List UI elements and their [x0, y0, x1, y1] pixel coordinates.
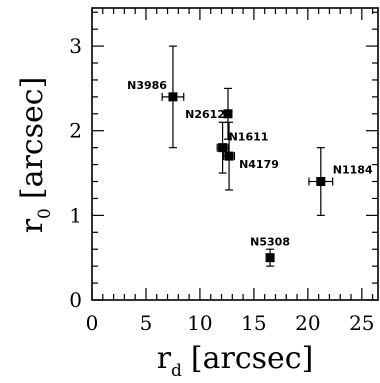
data-marker	[218, 143, 228, 153]
x-tick-label: 0	[86, 311, 99, 335]
point-label: N4179	[239, 158, 279, 171]
data-point-n2612: N2612	[185, 87, 233, 140]
data-point-n1611: N1611	[216, 121, 269, 174]
data-points: N3986 N2612 N1611 N4179 N1184 N5308	[127, 45, 373, 267]
point-label: N3986	[127, 79, 167, 92]
point-label: N5308	[250, 236, 290, 249]
data-marker	[224, 151, 234, 161]
data-marker	[223, 109, 233, 119]
x-tick-label: 10	[187, 311, 212, 335]
x-tick-label: 20	[295, 311, 320, 335]
data-point-n4179: N4179	[223, 121, 279, 191]
axis-tick-labels: 0 5 10 15 20 25 0 1 2 3	[69, 34, 374, 335]
y-tick-label: 0	[69, 288, 82, 312]
x-tick-label: 25	[349, 311, 374, 335]
data-marker	[168, 92, 178, 102]
y-tick-label: 1	[69, 203, 82, 227]
axis-ticks	[91, 8, 378, 301]
point-label: N2612	[185, 108, 225, 121]
point-label: N1184	[333, 164, 373, 177]
data-marker	[316, 177, 326, 187]
y-tick-label: 2	[69, 119, 82, 143]
y-tick-label: 3	[69, 34, 82, 58]
data-point-n5308: N5308	[250, 236, 290, 267]
x-tick-label: 5	[140, 311, 153, 335]
data-marker	[265, 253, 275, 263]
data-point-n3986: N3986	[127, 45, 185, 149]
x-tick-label: 15	[241, 311, 266, 335]
y-axis-label: r0[arcsec]	[15, 77, 55, 234]
plot-frame	[91, 7, 379, 301]
point-label: N1611	[229, 131, 269, 144]
data-point-n1184: N1184	[308, 147, 373, 216]
x-axis-label: rd [arcsec]	[157, 341, 314, 381]
